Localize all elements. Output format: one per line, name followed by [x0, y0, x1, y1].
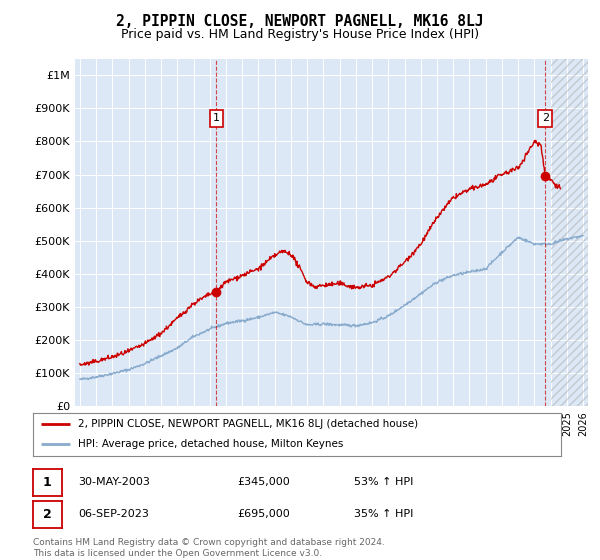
Text: 2: 2 [43, 507, 52, 521]
Text: 2, PIPPIN CLOSE, NEWPORT PAGNELL, MK16 8LJ: 2, PIPPIN CLOSE, NEWPORT PAGNELL, MK16 8… [116, 14, 484, 29]
Text: HPI: Average price, detached house, Milton Keynes: HPI: Average price, detached house, Milt… [78, 439, 343, 449]
Text: £345,000: £345,000 [237, 477, 290, 487]
Text: £695,000: £695,000 [237, 509, 290, 519]
Text: 35% ↑ HPI: 35% ↑ HPI [354, 509, 413, 519]
Text: This data is licensed under the Open Government Licence v3.0.: This data is licensed under the Open Gov… [33, 549, 322, 558]
Text: 30-MAY-2003: 30-MAY-2003 [78, 477, 150, 487]
Text: 53% ↑ HPI: 53% ↑ HPI [354, 477, 413, 487]
Text: Contains HM Land Registry data © Crown copyright and database right 2024.: Contains HM Land Registry data © Crown c… [33, 538, 385, 547]
Text: Price paid vs. HM Land Registry's House Price Index (HPI): Price paid vs. HM Land Registry's House … [121, 28, 479, 41]
Text: 1: 1 [213, 113, 220, 123]
Text: 1: 1 [43, 475, 52, 489]
Text: 2, PIPPIN CLOSE, NEWPORT PAGNELL, MK16 8LJ (detached house): 2, PIPPIN CLOSE, NEWPORT PAGNELL, MK16 8… [78, 419, 418, 428]
Text: 2: 2 [542, 113, 549, 123]
Bar [551, 59, 588, 406]
Text: 06-SEP-2023: 06-SEP-2023 [78, 509, 149, 519]
